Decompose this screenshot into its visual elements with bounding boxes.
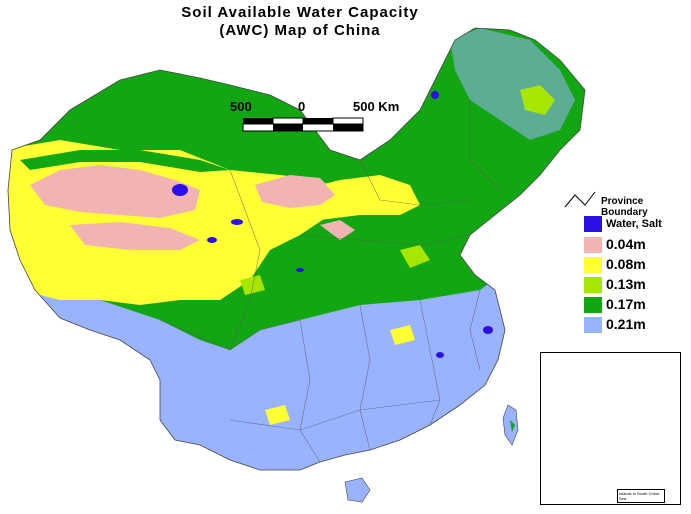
legend-label-013m: 0.13m — [606, 276, 646, 292]
legend-swatch-water-salt — [584, 216, 602, 232]
zone-008m-inner-mongolia — [300, 175, 420, 220]
zone-004m-qaidam — [70, 222, 200, 250]
water-small — [296, 268, 304, 272]
scale-label-zero: 0 — [298, 99, 306, 114]
south-china-sea-inset — [540, 352, 681, 505]
legend-label-017m: 0.17m — [606, 296, 646, 312]
province-boundary-symbol — [564, 191, 596, 208]
scale-bar-lower-segment — [273, 124, 303, 131]
legend-swatch-008m — [584, 257, 602, 273]
zone-004m-tarim — [30, 165, 200, 218]
hainan-island — [344, 477, 371, 503]
water-qinghai-1 — [207, 237, 217, 243]
zone-008m-south-patch — [390, 325, 415, 345]
scale-bar-segment-1 — [243, 118, 273, 125]
map-title-line-1: Soil Available Water Capacity — [181, 4, 419, 21]
scale-label-right: 500 Km — [353, 99, 400, 114]
zone-008m-yunnan-patch — [265, 405, 290, 425]
taiwan-green-patch — [510, 420, 515, 432]
legend-label-021m: 0.21m — [606, 316, 646, 332]
water-bosten — [172, 184, 188, 196]
legend-swatch-004m — [584, 237, 602, 253]
legend-swatch-013m — [584, 277, 602, 293]
zone-004m-patch — [320, 220, 355, 240]
water-poyang — [483, 326, 493, 334]
zone-013m-patch-2 — [400, 245, 430, 268]
zone-013m-patch-1 — [520, 85, 555, 115]
province-boundaries — [159, 100, 501, 463]
legend-province-boundary-label: Province Boundary — [601, 196, 648, 218]
map-title-line-2: (AWC) Map of China — [219, 22, 381, 39]
water-dongting — [436, 352, 444, 358]
taiwan-island — [502, 404, 519, 446]
zone-017m-altai — [80, 95, 210, 130]
scale-bar-lower-segment-2 — [333, 124, 363, 131]
water-hulun — [431, 91, 439, 99]
china-outline — [7, 27, 586, 471]
zone-004m-alashan — [255, 175, 335, 208]
legend-label-004m: 0.04m — [606, 236, 646, 252]
scale-bar — [242, 117, 364, 132]
scale-label-left: 500 — [230, 99, 252, 114]
legend-swatch-017m — [584, 297, 602, 313]
zone-013m-patch-3 — [240, 275, 265, 295]
legend-swatch-021m — [584, 317, 602, 333]
water-qinghai-2 — [231, 219, 243, 225]
inset-caption: Islands in South China Sea — [617, 489, 665, 503]
legend-label-water-salt: Water, Salt — [606, 218, 662, 230]
zone-017m-tianshan — [20, 150, 230, 172]
legend-label-008m: 0.08m — [606, 256, 646, 272]
scale-bar-segment-3 — [303, 118, 333, 125]
